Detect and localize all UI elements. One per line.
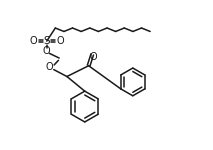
Text: O: O	[29, 36, 37, 46]
Text: O: O	[43, 46, 51, 56]
Text: S: S	[43, 36, 50, 46]
Text: O: O	[56, 36, 64, 46]
Text: O: O	[45, 61, 53, 72]
Text: O: O	[89, 51, 97, 61]
